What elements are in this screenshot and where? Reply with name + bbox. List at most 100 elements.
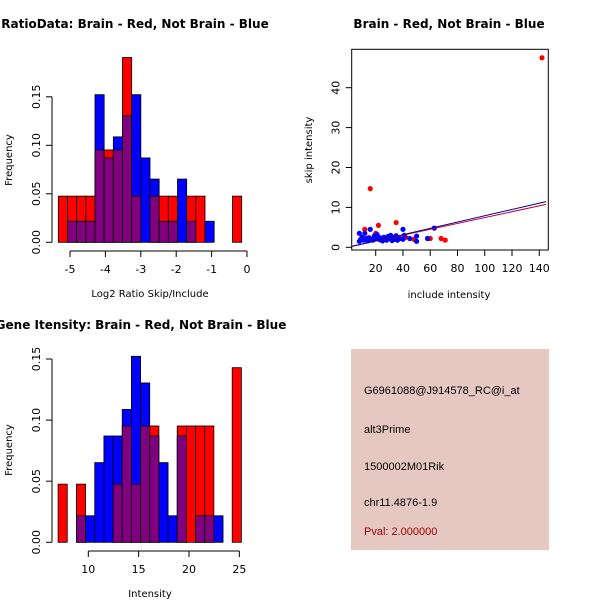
y-tick-label: 0.05 — [30, 182, 43, 207]
point-red — [539, 55, 545, 61]
x-tick-label: -2 — [171, 263, 182, 276]
y-tick-label: 0.15 — [30, 85, 43, 110]
bar-overlap — [149, 195, 160, 243]
bar-overlap — [121, 425, 132, 543]
bar-overlap — [76, 220, 87, 243]
bar-blue — [158, 462, 169, 543]
x-tick-label: -5 — [65, 263, 76, 276]
x-tick-label: -3 — [135, 263, 146, 276]
point-red — [442, 237, 448, 243]
point-blue — [413, 233, 420, 239]
y-tick-label: 0.15 — [30, 347, 43, 372]
bar-overlap — [149, 435, 160, 543]
bar-blue — [167, 515, 178, 543]
bar-overlap — [204, 515, 215, 543]
bar-overlap — [158, 220, 169, 243]
bar-blue — [85, 515, 96, 543]
bar-overlap — [130, 483, 141, 543]
y-tick-label: 40 — [330, 81, 343, 95]
point-blue — [367, 226, 373, 232]
plot-box — [351, 48, 549, 251]
bar-red — [231, 367, 242, 543]
x-axis-label: include intensity — [408, 290, 491, 301]
x-tick-label: 15 — [132, 563, 146, 576]
event-type: alt3Prime — [364, 424, 411, 436]
bar-overlap — [186, 220, 197, 243]
bar-blue — [213, 515, 224, 543]
y-axis-label: Frequency — [4, 424, 15, 476]
y-axis-label: skip intensity — [304, 117, 315, 184]
y-tick-label: 0.10 — [30, 408, 43, 433]
bar-red — [57, 195, 68, 243]
chart-title: RatioData: Brain - Red, Not Brain - Blue — [1, 17, 268, 31]
bar-overlap — [122, 115, 133, 243]
x-tick-label: 120 — [502, 262, 523, 275]
point-blue — [413, 238, 420, 244]
bar-blue — [204, 220, 215, 243]
chart-title: Gene Itensity: Brain - Red, Not Brain - … — [0, 318, 286, 332]
location: chr11.4876-1.9 — [364, 497, 438, 509]
x-tick-label: 100 — [474, 262, 495, 275]
point-blue — [362, 230, 368, 236]
gene-name: 1500002M01Rik — [364, 461, 445, 473]
point-red — [375, 222, 382, 228]
bar-overlap — [67, 220, 78, 243]
y-tick-label: 0.00 — [30, 230, 43, 255]
bar-blue — [103, 435, 114, 543]
bar-red — [185, 425, 196, 543]
x-tick-label: 25 — [232, 563, 246, 576]
bar-overlap — [103, 157, 114, 243]
y-tick-label: 0.10 — [30, 133, 43, 158]
bar-blue — [177, 178, 188, 243]
x-tick-label: 20 — [369, 262, 383, 275]
point-blue — [400, 236, 406, 242]
bar-overlap — [85, 220, 96, 243]
pval: Pval: 2.000000 — [364, 526, 438, 538]
y-tick-label: 10 — [330, 200, 343, 214]
bar-overlap — [167, 220, 178, 243]
y-tick-label: 0.05 — [30, 469, 43, 494]
y-tick-label: 30 — [330, 121, 343, 135]
point-blue — [400, 226, 406, 232]
chart-title: Brain - Red, Not Brain - Blue — [353, 17, 544, 31]
x-tick-label: -4 — [100, 263, 111, 276]
bar-blue — [140, 157, 151, 243]
y-tick-label: 0 — [330, 244, 343, 251]
x-axis-label: Intensity — [128, 589, 172, 600]
y-tick-label: 0.00 — [30, 530, 43, 555]
bar-overlap — [140, 425, 151, 543]
fit-line-blue — [351, 201, 547, 248]
point-blue — [396, 235, 402, 242]
point-blue — [424, 235, 431, 242]
bar-overlap — [195, 515, 206, 543]
bar-red — [232, 195, 243, 243]
x-tick-label: 0 — [244, 263, 251, 276]
x-tick-label: 20 — [182, 563, 196, 576]
bar-overlap — [176, 435, 187, 543]
x-tick-label: 80 — [450, 262, 464, 275]
y-tick-label: 20 — [330, 161, 343, 175]
x-tick-label: 140 — [529, 262, 550, 275]
bar-red — [57, 483, 68, 543]
bar-overlap — [94, 149, 105, 243]
x-tick-label: 10 — [81, 563, 95, 576]
bar-blue — [94, 462, 105, 543]
bar-overlap — [76, 515, 86, 543]
bar-red — [195, 195, 206, 243]
probe-id: G6961088@J914578_RC@i_at — [364, 385, 520, 397]
x-tick-label: 60 — [423, 262, 437, 275]
point-red — [362, 226, 368, 232]
point-red — [393, 219, 399, 226]
y-axis-label: Frequency — [4, 134, 15, 186]
info-panel: G6961088@J914578_RC@i_at alt3Prime 15000… — [351, 349, 549, 550]
point-blue — [356, 230, 362, 236]
point-blue — [407, 235, 413, 242]
point-red — [438, 235, 444, 242]
x-axis-label: Log2 Ratio Skip/Include — [91, 289, 208, 300]
bar-overlap — [112, 149, 123, 243]
x-tick-label: 40 — [396, 262, 410, 275]
x-tick-label: -1 — [206, 263, 217, 276]
bar-overlap — [131, 195, 142, 243]
